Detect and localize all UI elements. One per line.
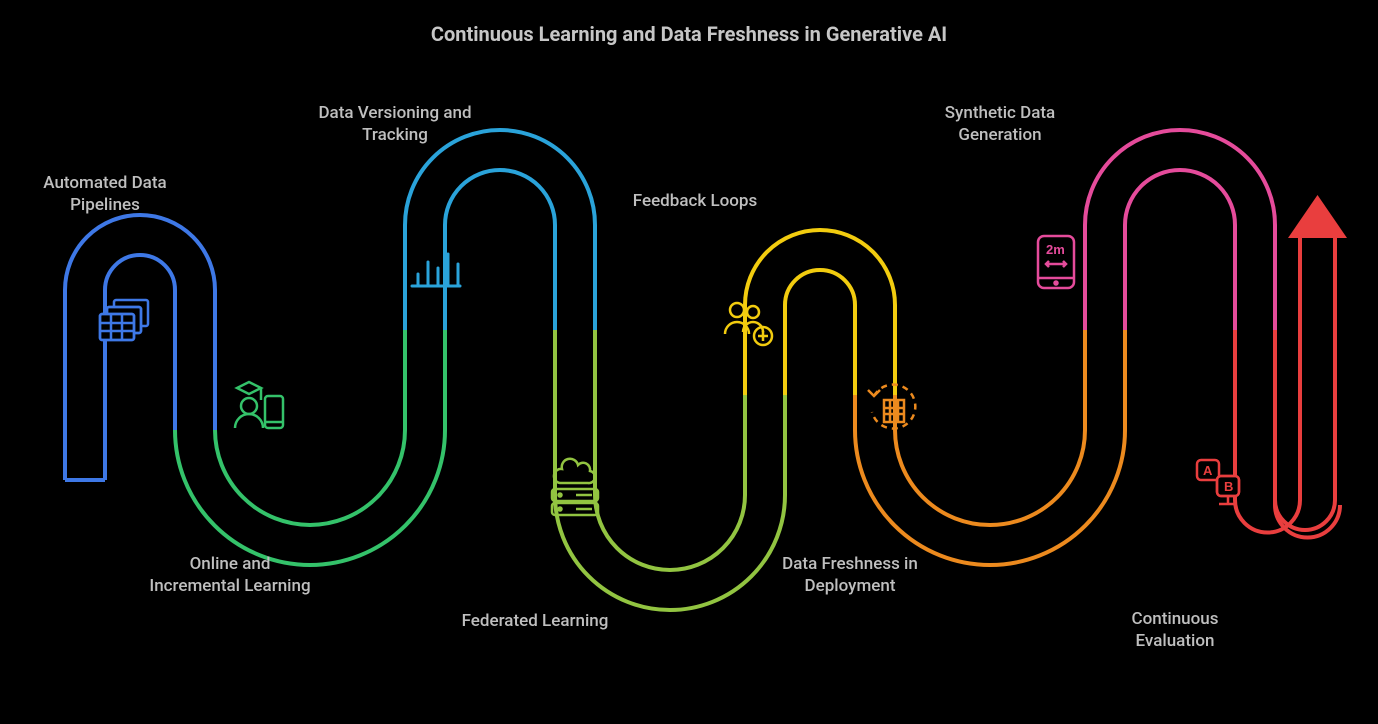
bar-chart-icon <box>412 254 460 286</box>
people-plus-icon <box>725 303 772 345</box>
label-online-incremental-learning: Online andIncremental Learning <box>125 553 335 597</box>
seg-5-inner <box>785 270 855 395</box>
label-feedback-loops: Feedback Loops <box>610 190 780 212</box>
phone-metrics-icon: 2m <box>1038 236 1074 288</box>
svg-text:2m: 2m <box>1046 242 1065 257</box>
grad-mobile-icon <box>235 382 283 428</box>
diagram-canvas: Continuous Learning and Data Freshness i… <box>0 0 1378 724</box>
svg-text:B: B <box>1224 479 1233 494</box>
ab-test-icon: A B <box>1197 460 1239 504</box>
seg-8-group <box>1235 330 1340 577</box>
seg-8-outer-clean <box>1275 225 1335 530</box>
label-automated-data-pipelines: Automated DataPipelines <box>20 172 190 216</box>
label-data-versioning-tracking: Data Versioning andTracking <box>290 102 500 146</box>
seg-3-inner <box>445 170 555 330</box>
seg-8-inner-clean2 <box>1235 225 1300 533</box>
seg-1-inner <box>105 255 175 480</box>
seg-5-outer <box>745 230 895 395</box>
svg-text:A: A <box>1203 463 1213 478</box>
seg-2-outer <box>215 330 405 525</box>
cloud-server-icon <box>552 459 598 515</box>
seg-7-inner <box>1125 170 1235 330</box>
seg-4-outer <box>595 330 745 570</box>
label-continuous-evaluation: ContinuousEvaluation <box>1085 608 1265 652</box>
label-federated-learning: Federated Learning <box>435 610 635 632</box>
label-synthetic-data-generation: Synthetic DataGeneration <box>900 102 1100 146</box>
seg-7-outer <box>1085 130 1275 330</box>
label-data-freshness-deployment: Data Freshness inDeployment <box>750 553 950 597</box>
seg-3-outer <box>405 130 595 330</box>
refresh-building-icon <box>868 385 915 429</box>
documents-icon <box>100 300 148 340</box>
seg-6-outer <box>895 330 1085 525</box>
